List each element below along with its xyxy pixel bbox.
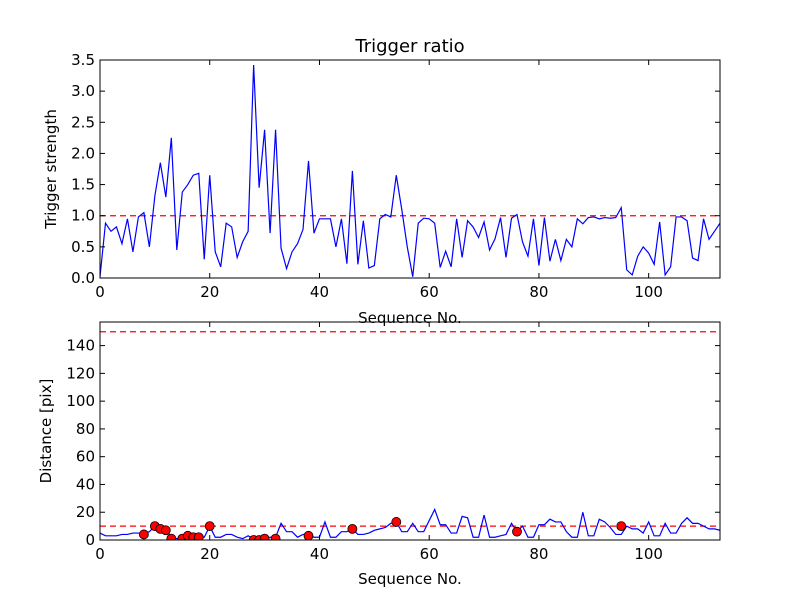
data-point (512, 526, 522, 537)
x-axis-label: Sequence No. (358, 309, 462, 327)
data-point (259, 533, 270, 540)
x-tick-label: 100 (634, 283, 663, 301)
x-tick-label: 60 (420, 283, 439, 301)
data-point (138, 529, 149, 540)
data-point (193, 532, 204, 540)
x-tick-label: 80 (529, 545, 548, 563)
trigger-axis-ticks: 0 20 40 60 80 100 0.0 0.5 1.0 1.5 2.0 2.5 3.0 3.5 (71, 51, 720, 301)
trigger-plot-frame (99, 59, 721, 279)
y-tick-label: 2.5 (71, 113, 95, 131)
x-tick-label: 0 (95, 283, 105, 301)
y-tick-label: 120 (66, 364, 95, 382)
distance-axis-ticks: 0 20 40 60 80 100 0 20 40 60 80 100 120 140 (66, 322, 720, 563)
y-tick-label: 1.0 (71, 207, 95, 225)
y-tick-label: 1.5 (71, 176, 95, 194)
plot-area (100, 331, 720, 540)
distance-plot-frame (99, 321, 721, 541)
trigger-plot-content (100, 64, 720, 277)
x-tick-label: 60 (420, 545, 439, 563)
y-tick-label: 100 (66, 392, 95, 410)
data-point (347, 523, 358, 534)
data-point (303, 530, 314, 540)
series-line (100, 64, 720, 277)
distance-plot-content (100, 331, 720, 540)
data-point (160, 525, 171, 536)
y-axis-label: Trigger strength (42, 109, 60, 230)
y-tick-label: 0.0 (71, 269, 95, 287)
x-tick-label: 40 (310, 283, 329, 301)
chart-title: Trigger ratio (354, 36, 464, 57)
y-tick-label: 20 (76, 503, 95, 521)
data-point (204, 521, 215, 532)
data-point (270, 533, 281, 540)
y-tick-label: 2.0 (71, 144, 95, 162)
data-point (391, 517, 402, 527)
distance-chart: 0 20 40 60 80 100 0 20 40 60 80 100 120 140 Sequence … (37, 321, 721, 588)
y-tick-label: 0.5 (71, 238, 95, 256)
y-axis-label: Distance [pix] (37, 379, 55, 484)
x-tick-label: 80 (529, 283, 548, 301)
y-tick-label: 3.5 (71, 51, 95, 69)
x-tick-label: 0 (95, 545, 105, 563)
x-tick-label: 100 (634, 545, 663, 563)
y-tick-label: 140 (66, 337, 95, 355)
x-axis-label: Sequence No. (358, 570, 462, 588)
data-point (166, 533, 177, 540)
x-tick-label: 20 (200, 545, 219, 563)
y-tick-label: 3.0 (71, 82, 95, 100)
y-tick-label: 0 (85, 531, 95, 549)
x-tick-label: 40 (310, 545, 329, 563)
data-point (616, 521, 627, 532)
y-tick-label: 40 (76, 475, 95, 493)
x-tick-label: 20 (200, 283, 219, 301)
plot-area (100, 64, 720, 277)
y-tick-label: 60 (76, 448, 95, 466)
y-tick-label: 80 (76, 420, 95, 438)
